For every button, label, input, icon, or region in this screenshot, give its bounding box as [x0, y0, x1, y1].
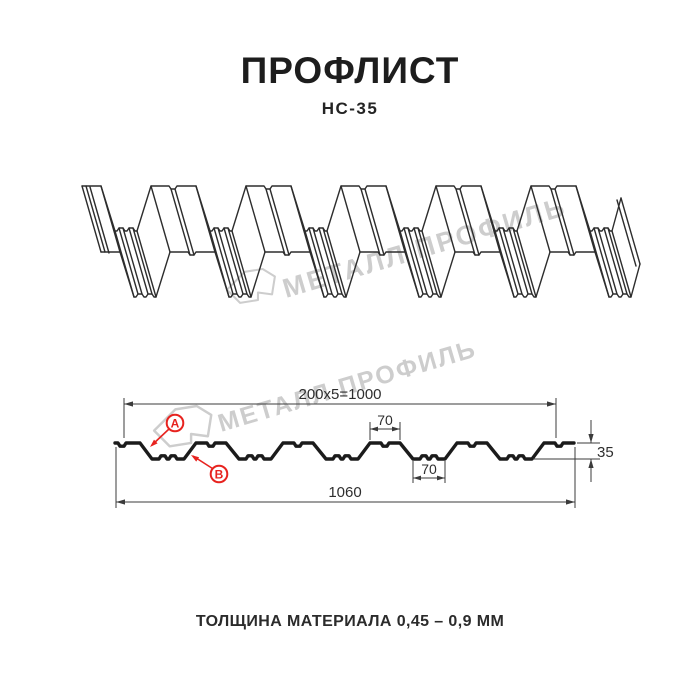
- dim-label-70-bottom: 70: [421, 461, 437, 477]
- rib-edge-line: [308, 227, 329, 295]
- rib-edge-line: [304, 230, 325, 298]
- rib-edge-line: [213, 227, 234, 295]
- rib-edge-line: [174, 188, 195, 256]
- rib-edge-line: [498, 227, 519, 295]
- rib-edge-line: [597, 227, 618, 295]
- dimension-flange-top: 70: [369, 412, 401, 440]
- rib-edge-line: [269, 188, 290, 256]
- callout-b-label: B: [215, 468, 224, 482]
- rib-edge-line: [459, 188, 480, 256]
- rib-edge-line: [603, 227, 624, 295]
- rib-edge-line: [118, 227, 139, 295]
- rib-edge-line: [593, 227, 614, 295]
- rib-edge-line: [494, 230, 515, 298]
- rib-edge-line: [364, 188, 385, 256]
- dimension-total-width: 1060: [115, 447, 576, 508]
- dimension-height: 35: [533, 420, 614, 482]
- rib-edge-line: [455, 188, 476, 256]
- dim-label-70-top: 70: [377, 412, 393, 428]
- dim-label-1000: 200x5=1000: [299, 386, 382, 403]
- cut-edge-line: [85, 185, 106, 253]
- rib-edge-line: [550, 188, 571, 256]
- rib-edge-line: [100, 185, 121, 253]
- rib-edge-line: [326, 230, 347, 298]
- rib-edge-line: [340, 185, 361, 253]
- rib-edge-line: [81, 185, 102, 253]
- rib-edge-line: [290, 185, 311, 253]
- rib-edge-line: [231, 230, 252, 298]
- rib-edge-line: [480, 185, 501, 253]
- rib-edge-line: [150, 185, 171, 253]
- rib-edge-line: [385, 185, 406, 253]
- rib-edge-line: [554, 188, 575, 256]
- rib-edge-line: [227, 227, 248, 295]
- rib-edge-line: [607, 227, 628, 295]
- dimension-flange-bottom: 70: [412, 461, 446, 483]
- profile-outline: [113, 441, 576, 461]
- rib-edge-line: [217, 227, 238, 295]
- rib-edge-line: [322, 227, 343, 295]
- rib-edge-line: [265, 188, 286, 256]
- rib-edge-line: [620, 197, 641, 265]
- rib-edge-line: [312, 227, 333, 295]
- rib-edge-line: [360, 188, 381, 256]
- profile-sheet-3d-drawing: [81, 185, 641, 298]
- cut-edge-line: [616, 199, 637, 267]
- callout-a-label: A: [171, 417, 180, 431]
- rib-edge-line: [589, 230, 610, 298]
- dim-label-1060: 1060: [328, 484, 361, 501]
- rib-edge-line: [399, 230, 420, 298]
- product-model: НС-35: [321, 99, 379, 118]
- callout-a: A: [150, 413, 185, 447]
- rib-edge-line: [403, 227, 424, 295]
- rib-edge-line: [502, 227, 523, 295]
- dimension-width-top: 200x5=1000: [123, 386, 557, 438]
- rib-edge-line: [128, 227, 149, 295]
- rib-edge-line: [407, 227, 428, 295]
- rib-edge-line: [318, 227, 339, 295]
- rib-edge-line: [170, 188, 191, 256]
- rib-edge-line: [114, 230, 135, 298]
- rib-edge-line: [575, 185, 596, 253]
- rib-edge-line: [209, 230, 230, 298]
- rib-edge-line: [122, 227, 143, 295]
- rib-edge-line: [132, 227, 153, 295]
- dim-label-35: 35: [597, 444, 614, 461]
- rib-edge-line: [512, 227, 533, 295]
- cut-edge-line: [89, 186, 110, 254]
- rib-edge-line: [245, 185, 266, 253]
- cross-section-drawing: 200x5=1000 70 70 1060: [113, 386, 614, 508]
- rib-edge-line: [417, 227, 438, 295]
- rib-edge-line: [435, 185, 456, 253]
- rib-edge-line: [223, 227, 244, 295]
- rib-edge-line: [136, 230, 157, 298]
- rib-edge-line: [195, 185, 216, 253]
- page-title: ПРОФЛИСТ: [240, 50, 460, 91]
- rib-edge-line: [413, 227, 434, 295]
- rib-edge-line: [530, 185, 551, 253]
- callout-b: B: [191, 455, 229, 484]
- material-thickness-note: ТОЛЩИНА МАТЕРИАЛА 0,45 – 0,9 ММ: [195, 613, 505, 630]
- rib-edge-line: [611, 230, 632, 298]
- rib-edge-line: [508, 227, 529, 295]
- rib-edge-line: [516, 230, 537, 298]
- rib-edge-line: [421, 230, 442, 298]
